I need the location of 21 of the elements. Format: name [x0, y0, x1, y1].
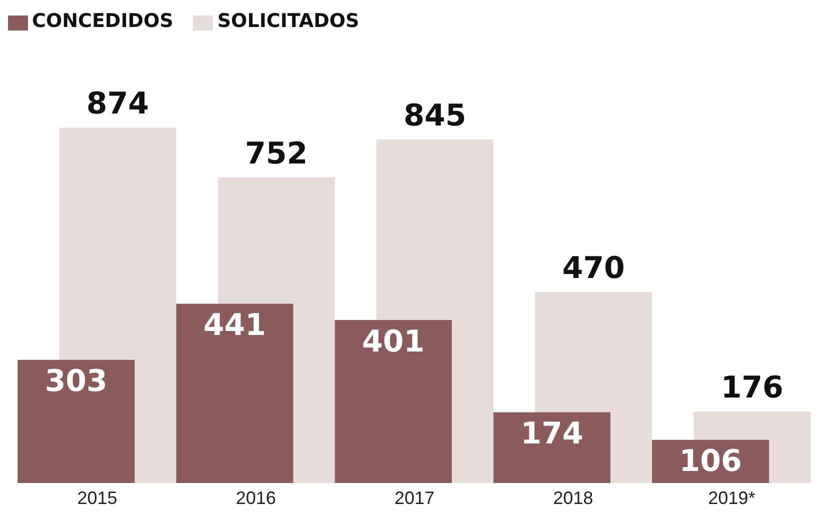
x-tick-label: 2019* — [708, 488, 756, 508]
bar — [493, 412, 610, 483]
x-tick-label: 2017 — [394, 488, 435, 508]
data-label: 176 — [720, 370, 784, 406]
bar — [18, 360, 135, 483]
x-tick-label: 2016 — [236, 488, 276, 508]
x-tick-label: 2015 — [77, 488, 118, 508]
legend-label: SOLICITADOS — [217, 10, 360, 32]
bar — [334, 320, 452, 483]
x-tick-label: 2018 — [553, 488, 594, 508]
data-label: 174 — [520, 416, 584, 452]
data-label: 441 — [203, 308, 266, 344]
data-label: 470 — [562, 250, 625, 286]
data-label: 845 — [404, 98, 466, 134]
legend-label: CONCEDIDOS — [32, 10, 174, 32]
data-label: 303 — [44, 364, 108, 400]
data-label: 106 — [679, 444, 742, 480]
bar — [176, 304, 294, 483]
data-label: 874 — [86, 86, 150, 122]
data-label: 401 — [362, 324, 425, 360]
data-label: 752 — [245, 136, 308, 172]
